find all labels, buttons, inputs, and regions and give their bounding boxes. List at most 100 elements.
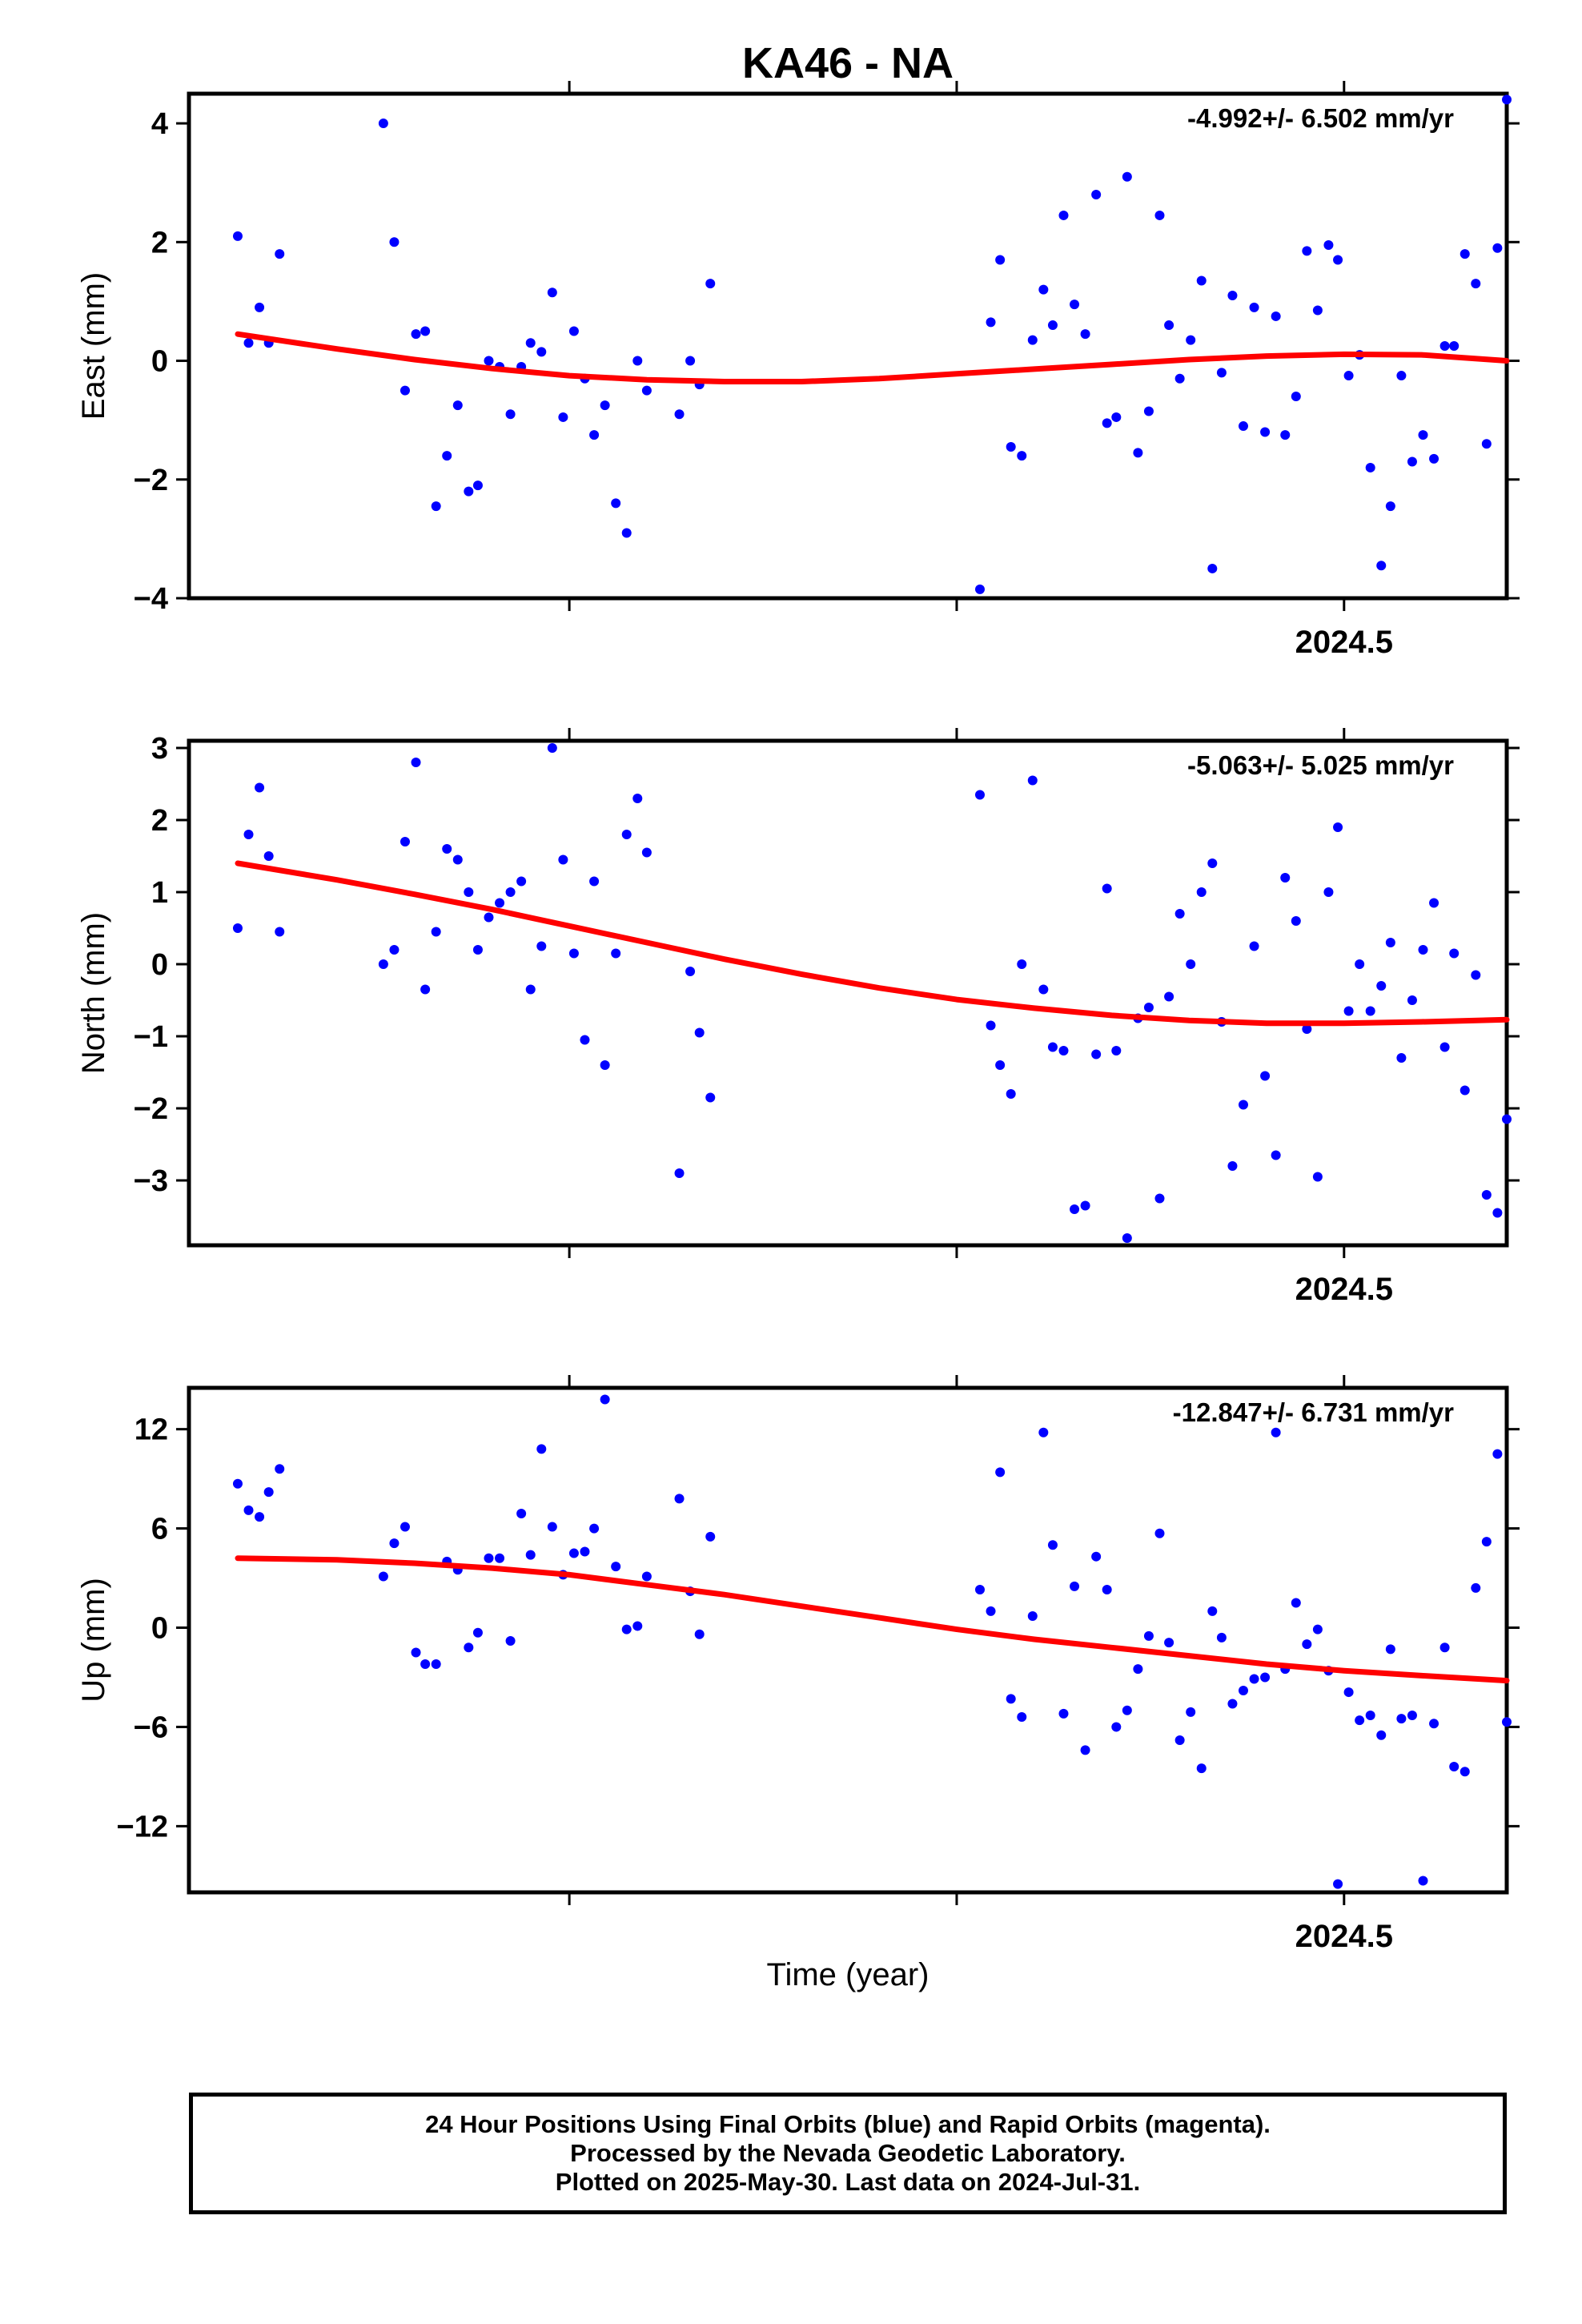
data-point (1143, 1003, 1154, 1012)
data-point (558, 412, 568, 422)
x-tick-label: 2024.5 (1295, 1272, 1393, 1307)
data-point (536, 347, 547, 357)
data-point (1271, 1150, 1281, 1160)
data-point (1186, 335, 1196, 345)
plot-frame (187, 1385, 1509, 1895)
data-point (464, 486, 474, 497)
data-point (1481, 439, 1492, 449)
data-point (1196, 887, 1207, 897)
data-point (1376, 1730, 1387, 1740)
data-point (232, 231, 243, 241)
data-point (1017, 959, 1027, 969)
data-point (632, 356, 643, 366)
rate-annotation: -5.063+/- 5.025 mm/yr (1187, 750, 1454, 780)
data-point (536, 1444, 547, 1454)
data-point (1207, 858, 1218, 868)
y-axis-label: East (mm) (76, 272, 111, 420)
data-point (641, 1571, 652, 1582)
y-tick-label: −2 (134, 464, 168, 497)
data-point (1291, 1598, 1301, 1608)
data-point (1418, 945, 1428, 955)
data-point (1333, 1879, 1343, 1889)
data-point (1122, 1705, 1132, 1715)
panel-east: −4 −2 0 2 4 2024.5 East (mm) -4.992+/- 6.502 mm… (76, 81, 1520, 660)
data-point (420, 1659, 431, 1669)
data-point (1006, 1089, 1016, 1099)
data-point (431, 501, 441, 512)
data-point (505, 1636, 516, 1647)
data-point (1091, 190, 1102, 199)
data-point (1333, 822, 1343, 832)
data-point (1323, 887, 1334, 897)
data-point (1502, 1717, 1512, 1727)
data-point (1449, 1762, 1460, 1772)
data-point (1502, 1114, 1512, 1124)
fit-curve (235, 331, 1510, 384)
data-point (1385, 1644, 1395, 1655)
data-point (452, 854, 463, 865)
data-point (1017, 451, 1027, 461)
data-point (1080, 1745, 1090, 1755)
data-point (1154, 1193, 1165, 1204)
data-point (600, 1060, 610, 1070)
data-point (1122, 171, 1132, 182)
data-point (1111, 412, 1122, 422)
data-point (472, 480, 483, 491)
data-point (420, 984, 431, 995)
data-point (1249, 302, 1259, 312)
data-point (400, 837, 410, 846)
data-point (1207, 563, 1218, 573)
data-point (1471, 1582, 1481, 1593)
data-point (263, 1487, 274, 1498)
y-tick-label: −3 (134, 1164, 168, 1198)
data-point (986, 1606, 996, 1616)
data-point (674, 1494, 685, 1504)
data-point (547, 1522, 557, 1532)
data-point (1312, 1624, 1323, 1634)
data-point (1291, 392, 1301, 401)
data-point (472, 1627, 483, 1638)
data-point (1070, 1204, 1080, 1214)
data-point (420, 326, 431, 336)
data-point (1196, 1763, 1207, 1774)
data-point (621, 1624, 632, 1634)
data-point (995, 1467, 1006, 1478)
panel-up: −12 −6 0 6 12 2024.5 Up (mm) -12.847+/- 6.731 m… (76, 1375, 1520, 1954)
data-point (995, 1060, 1006, 1070)
data-point (378, 119, 388, 129)
data-point (1312, 305, 1323, 316)
data-point (1396, 371, 1407, 381)
data-point (232, 1478, 243, 1489)
data-point (1164, 991, 1174, 1002)
data-point (1080, 329, 1090, 340)
data-point (1047, 1042, 1058, 1052)
data-point (1227, 1161, 1238, 1171)
data-point (464, 887, 474, 897)
data-point (589, 430, 600, 440)
data-point (255, 782, 265, 793)
data-point (275, 249, 285, 259)
data-point (243, 830, 254, 839)
data-point (442, 844, 452, 854)
data-point (611, 1562, 621, 1572)
data-point (1439, 1042, 1450, 1052)
data-point (1102, 418, 1112, 428)
data-point (389, 237, 400, 247)
data-point (484, 912, 494, 923)
data-point (525, 338, 536, 348)
data-point (1102, 883, 1112, 894)
data-point (621, 830, 632, 839)
y-tick-label: 2 (151, 226, 168, 259)
data-point (1122, 1233, 1132, 1243)
data-point (1058, 210, 1069, 220)
data-point (400, 1522, 410, 1532)
footer-line-plotted: Plotted on 2025-May-30. Last data on 202… (555, 2168, 1141, 2196)
data-point (1355, 1715, 1365, 1726)
data-point (568, 948, 579, 959)
data-point (484, 356, 494, 366)
data-point (1271, 311, 1281, 321)
data-point (1302, 1024, 1312, 1034)
data-point (1302, 246, 1312, 256)
data-point (1111, 1046, 1122, 1055)
footer-line-orbits: 24 Hour Positions Using Final Orbits (bl… (425, 2110, 1271, 2138)
